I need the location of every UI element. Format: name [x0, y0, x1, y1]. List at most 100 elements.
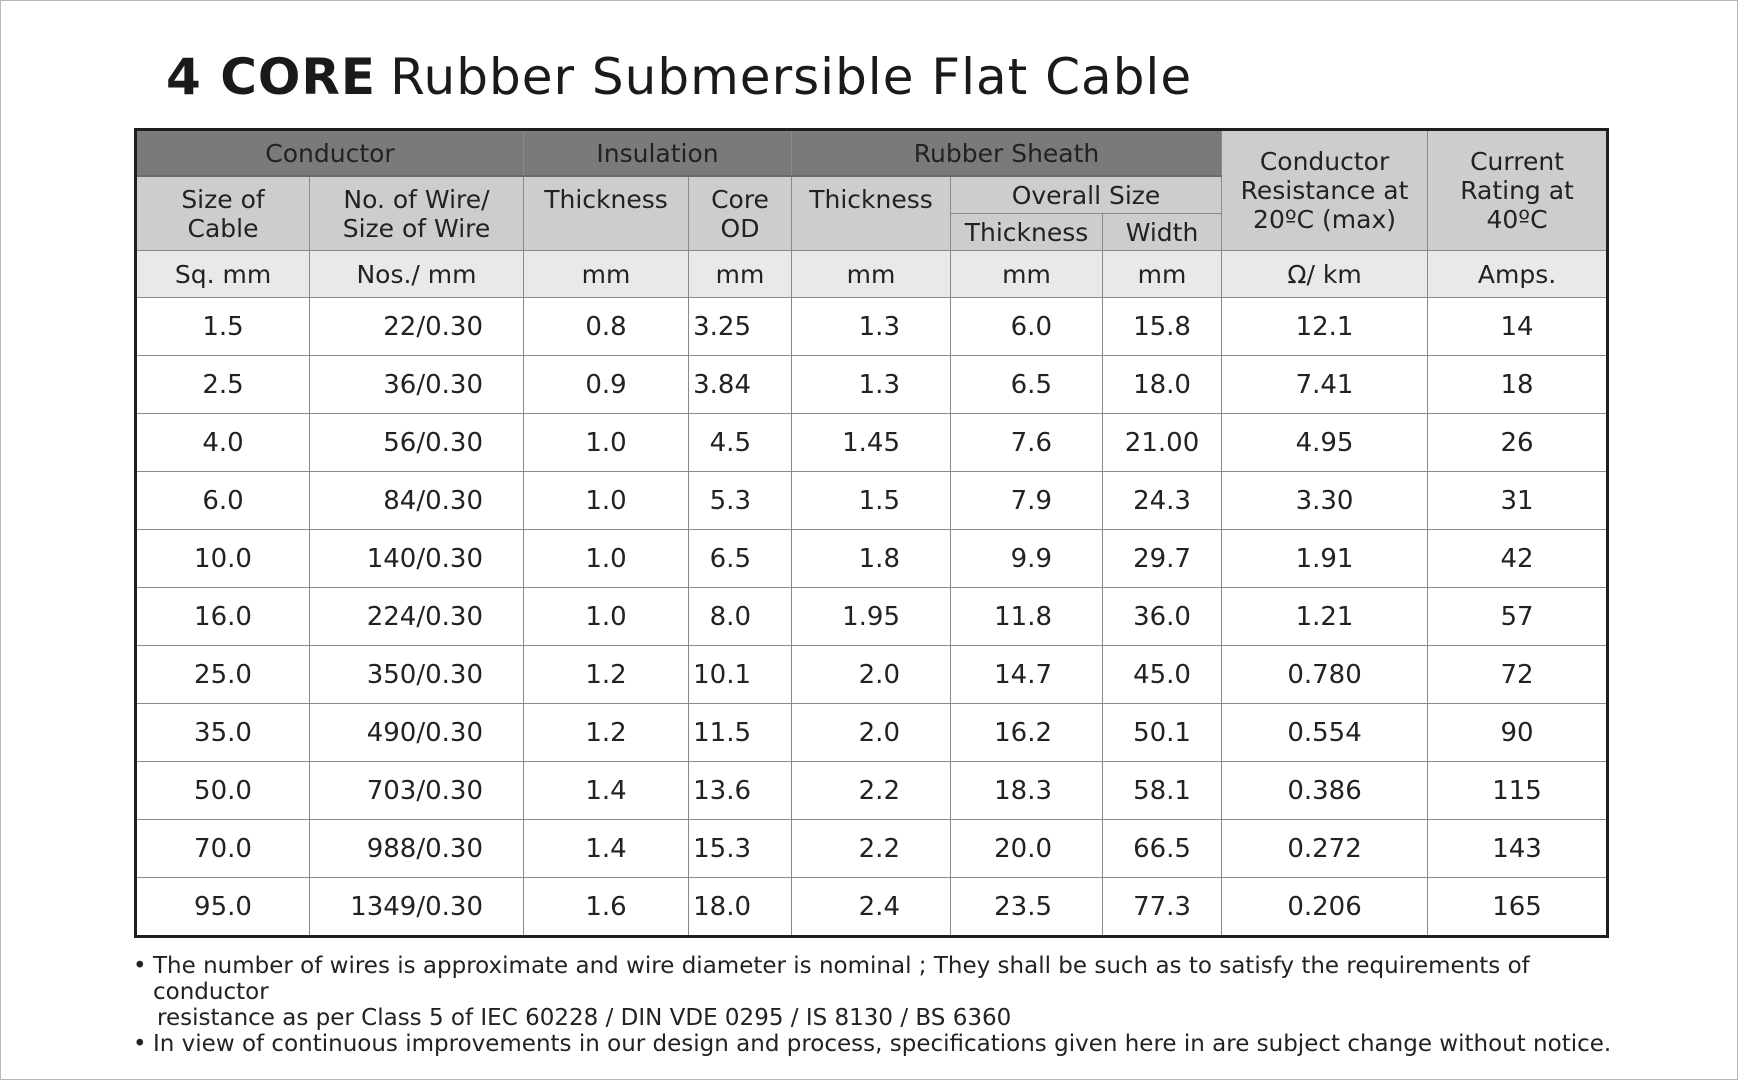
table-cell: 70.0 [135, 819, 310, 878]
table-cell: 14 [1427, 297, 1609, 356]
table-cell: 23.5 [950, 877, 1103, 937]
table-cell: 10.1 [688, 645, 792, 704]
header-size-of-cable-line1: Size of [181, 184, 265, 214]
unit-cell: mm [1101, 250, 1223, 298]
title-core: 4 CORE [166, 48, 377, 106]
table-cell: 50.0 [135, 761, 310, 820]
table-cell: 45.0 [1101, 645, 1223, 704]
table-cell: 1.2 [523, 645, 689, 704]
table-cell: 10.0 [135, 529, 310, 588]
table-cell: 12.1 [1221, 297, 1429, 356]
table-cell: 3.25 [688, 297, 792, 356]
table-cell: 66.5 [1101, 819, 1223, 878]
table-cell: 1.0 [523, 529, 689, 588]
table-cell: 50.1 [1101, 703, 1223, 762]
table-cell: 29.7 [1101, 529, 1223, 588]
header-no-of-wire-line1: No. of Wire/ [343, 184, 490, 214]
header-current-rating: Current Rating at 40ºC [1427, 129, 1609, 251]
table-cell: 0.8 [523, 297, 689, 356]
table-cell: 1.95 [791, 587, 951, 646]
table-cell: 15.8 [1101, 297, 1223, 356]
header-size-of-cable-line2: Cable [187, 213, 259, 243]
table-body: 1.5 22/0.30 0.8 3.25 1.3 6.0 15.8 12.1 14 2.5 36/0… [135, 297, 1609, 937]
table-cell: 18.0 [1101, 355, 1223, 414]
unit-cell: mm [791, 250, 951, 298]
table-cell: 2.0 [791, 703, 951, 762]
notes: • The number of wires is approximate and… [131, 953, 1631, 1057]
table-row: 70.0 988/0.30 1.4 15.3 2.2 20.0 66.5 0.272 143 [135, 819, 1609, 878]
table-cell: 703/0.30 [309, 761, 524, 820]
header-overall-width: Width [1101, 213, 1223, 251]
page-title: 4 CORE Rubber Submersible Flat Cable [166, 45, 1192, 109]
header-overall-thickness: Thickness [950, 213, 1103, 251]
table-cell: 0.780 [1221, 645, 1429, 704]
header-insulation: Insulation [523, 129, 792, 177]
table-cell: 8.0 [688, 587, 792, 646]
table-cell: 490/0.30 [309, 703, 524, 762]
table-cell: 4.5 [688, 413, 792, 472]
table-cell: 11.5 [688, 703, 792, 762]
table-cell: 72 [1427, 645, 1609, 704]
header-overall-size: Overall Size [949, 175, 1223, 214]
table-cell: 1.8 [791, 529, 951, 588]
note-2-line1: In view of continuous improvements in ou… [153, 1031, 1612, 1057]
header-conductor-resistance: Conductor Resistance at 20ºC (max) [1221, 129, 1429, 251]
table-cell: 24.3 [1101, 471, 1223, 530]
table-cell: 165 [1427, 877, 1609, 937]
table-cell: 21.00 [1101, 413, 1223, 472]
table-cell: 1349/0.30 [309, 877, 524, 937]
note-1: • The number of wires is approximate and… [131, 953, 1631, 1031]
header-conductor-resistance-line1: Conductor [1259, 147, 1390, 176]
table-row: 1.5 22/0.30 0.8 3.25 1.3 6.0 15.8 12.1 14 [135, 297, 1609, 356]
note-1-line1: The number of wires is approximate and w… [153, 953, 1530, 1005]
table-cell: 25.0 [135, 645, 310, 704]
table-cell: 77.3 [1101, 877, 1223, 937]
table-cell: 5.3 [688, 471, 792, 530]
table-cell: 224/0.30 [309, 587, 524, 646]
table-cell: 1.6 [523, 877, 689, 937]
header-no-of-wire: No. of Wire/ Size of Wire [309, 175, 524, 251]
table-cell: 16.0 [135, 587, 310, 646]
header-core-od-line2: OD [720, 213, 760, 243]
table-cell: 1.3 [791, 355, 951, 414]
table-cell: 1.5 [791, 471, 951, 530]
table-cell: 84/0.30 [309, 471, 524, 530]
table-cell: 36/0.30 [309, 355, 524, 414]
table-cell: 56/0.30 [309, 413, 524, 472]
table-cell: 143 [1427, 819, 1609, 878]
table-cell: 9.9 [950, 529, 1103, 588]
table-cell: 13.6 [688, 761, 792, 820]
table-cell: 16.2 [950, 703, 1103, 762]
bullet-icon: • [133, 1031, 147, 1057]
table-cell: 26 [1427, 413, 1609, 472]
table-cell: 15.3 [688, 819, 792, 878]
table-cell: 988/0.30 [309, 819, 524, 878]
table-cell: 18.3 [950, 761, 1103, 820]
table-cell: 1.4 [523, 761, 689, 820]
table-row: 4.0 56/0.30 1.0 4.5 1.45 7.6 21.00 4.95 26 [135, 413, 1609, 472]
table-cell: 0.206 [1221, 877, 1429, 937]
table-cell: 14.7 [950, 645, 1103, 704]
table-row: 35.0 490/0.30 1.2 11.5 2.0 16.2 50.1 0.554 90 [135, 703, 1609, 762]
table-row: 25.0 350/0.30 1.2 10.1 2.0 14.7 45.0 0.780 72 [135, 645, 1609, 704]
table-cell: 18 [1427, 355, 1609, 414]
table-cell: 6.5 [950, 355, 1103, 414]
header-current-rating-line1: Current [1470, 147, 1564, 176]
unit-cell: mm [950, 250, 1103, 298]
table-cell: 42 [1427, 529, 1609, 588]
table-cell: 7.9 [950, 471, 1103, 530]
table-cell: 1.2 [523, 703, 689, 762]
table-row: 50.0 703/0.30 1.4 13.6 2.2 18.3 58.1 0.386 115 [135, 761, 1609, 820]
table-cell: 0.554 [1221, 703, 1429, 762]
table-cell: 1.3 [791, 297, 951, 356]
table-cell: 3.84 [688, 355, 792, 414]
table-cell: 4.0 [135, 413, 310, 472]
table-cell: 0.386 [1221, 761, 1429, 820]
table-cell: 1.4 [523, 819, 689, 878]
table-cell: 1.0 [523, 471, 689, 530]
table-row: 16.0 224/0.30 1.0 8.0 1.95 11.8 36.0 1.21 57 [135, 587, 1609, 646]
table-cell: 20.0 [950, 819, 1103, 878]
header-insulation-thickness: Thickness [523, 175, 689, 251]
header-current-rating-line3: 40ºC [1486, 205, 1548, 234]
